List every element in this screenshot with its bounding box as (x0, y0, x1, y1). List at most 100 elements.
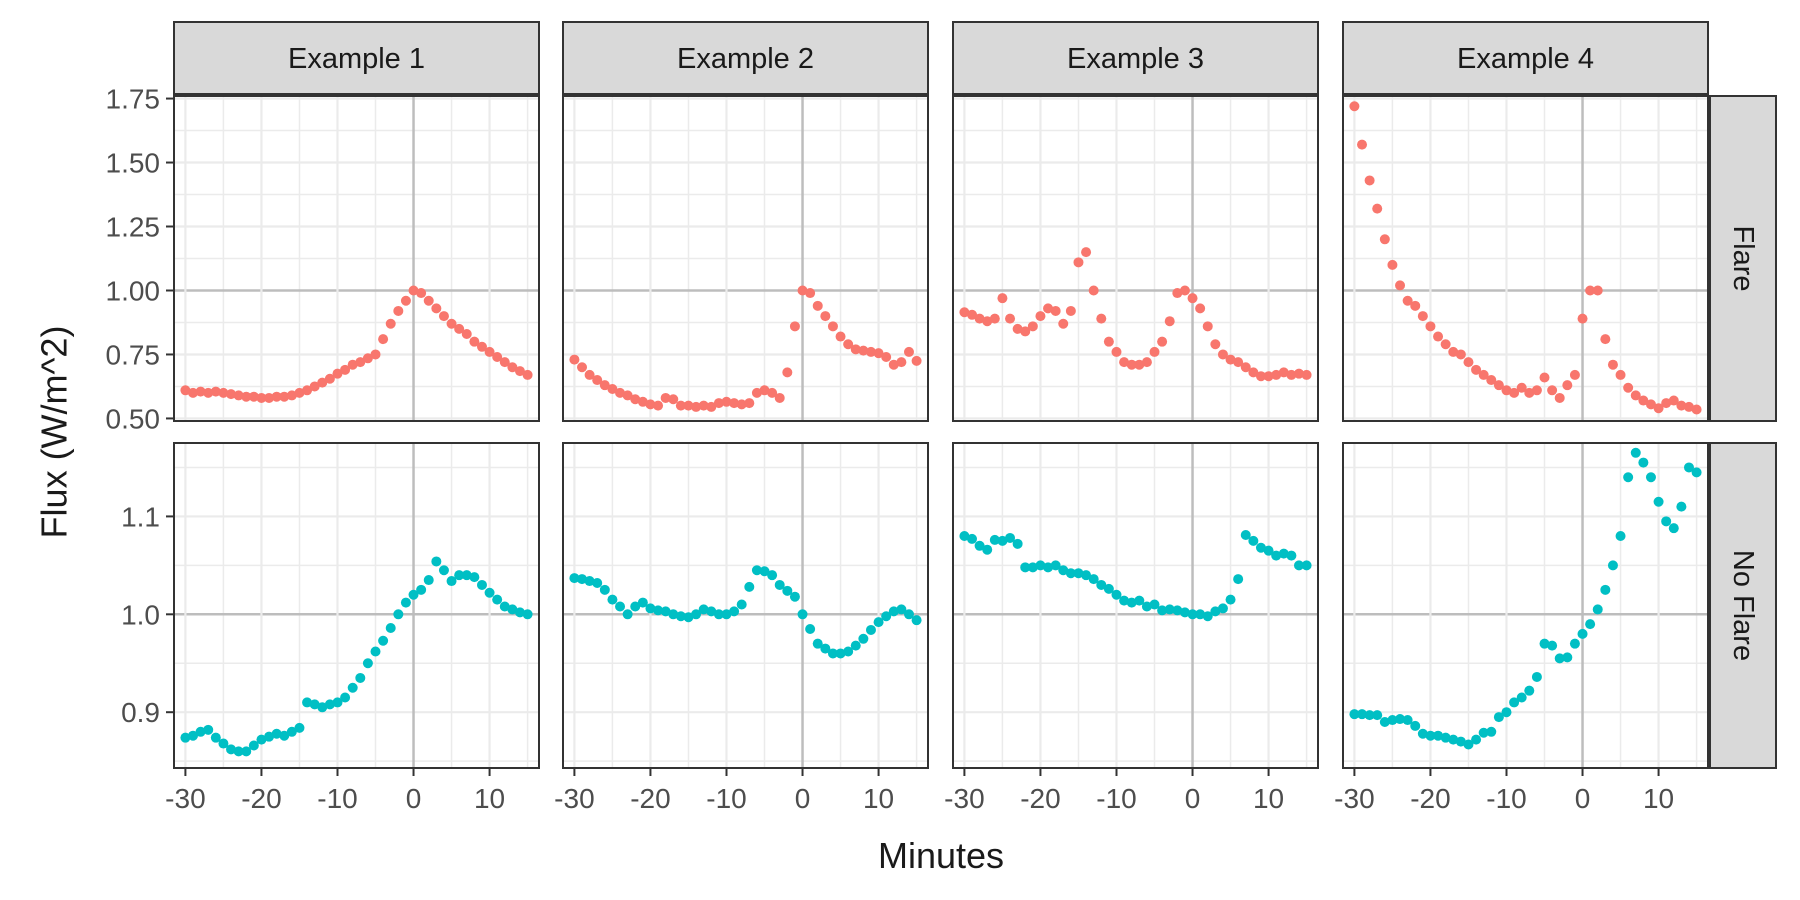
data-point (1164, 604, 1175, 615)
x-tick-label: -10 (317, 783, 357, 814)
data-point (1301, 369, 1312, 380)
data-point (1202, 321, 1213, 332)
data-point (1179, 285, 1190, 296)
data-point (1248, 535, 1259, 546)
data-point (974, 313, 985, 324)
data-point (461, 328, 472, 339)
panel-border (173, 95, 540, 422)
data-point (1195, 609, 1206, 620)
data-point (774, 392, 785, 403)
facet-strip-label: Example 4 (1457, 43, 1594, 75)
data-point (1149, 599, 1160, 610)
data-point (1372, 203, 1383, 214)
data-point (1516, 382, 1527, 393)
data-point (592, 577, 603, 588)
data-point (1255, 371, 1266, 382)
data-point (1440, 339, 1451, 350)
data-point (1524, 685, 1535, 696)
data-point (1661, 516, 1672, 527)
data-point (309, 381, 320, 392)
panel (952, 95, 1319, 422)
data-point (736, 399, 747, 410)
y-axis-title: Flux (W/m^2) (34, 326, 75, 539)
data-point (1577, 313, 1588, 324)
data-point (820, 311, 831, 322)
data-point (584, 369, 595, 380)
data-point (1417, 728, 1428, 739)
data-point (1516, 692, 1527, 703)
data-point (615, 387, 626, 398)
data-point (729, 398, 740, 409)
data-point (233, 746, 244, 757)
data-point (218, 738, 229, 749)
data-point (1638, 457, 1649, 468)
data-point (1554, 392, 1565, 403)
data-point (713, 398, 724, 409)
data-point (569, 573, 580, 584)
data-point (1585, 285, 1596, 296)
data-point (1547, 640, 1558, 651)
x-tick-label: -30 (944, 783, 984, 814)
data-point (1248, 367, 1259, 378)
data-point (1524, 387, 1535, 398)
data-point (989, 313, 1000, 324)
data-point (599, 584, 610, 595)
data-point (1387, 259, 1398, 270)
data-point (446, 318, 457, 329)
data-point (378, 635, 389, 646)
data-point (812, 638, 823, 649)
data-point (706, 606, 717, 617)
data-point (1645, 472, 1656, 483)
data-point (645, 399, 656, 410)
x-tick-label: 10 (1253, 783, 1284, 814)
facet-strip-column (952, 21, 1319, 95)
data-point (1539, 372, 1550, 383)
data-point (279, 391, 290, 402)
data-point (271, 728, 282, 739)
data-point (332, 697, 343, 708)
facet-strip-column (173, 21, 540, 95)
y-tick-label: 0.50 (106, 403, 161, 434)
data-point (1035, 311, 1046, 322)
data-point (974, 540, 985, 551)
data-point (1569, 638, 1580, 649)
data-point (1455, 736, 1466, 747)
x-tick-label: 0 (406, 783, 422, 814)
data-point (476, 579, 487, 590)
data-point (1088, 574, 1099, 585)
data-point (1486, 375, 1497, 386)
data-point (782, 585, 793, 596)
data-point (903, 609, 914, 620)
data-point (1043, 303, 1054, 314)
data-point (1486, 726, 1497, 737)
data-point (1364, 175, 1375, 186)
data-point (1172, 288, 1183, 299)
data-point (438, 565, 449, 576)
data-point (577, 362, 588, 373)
data-point (279, 730, 290, 741)
data-point (180, 732, 191, 743)
data-point (858, 345, 869, 356)
data-point (1096, 579, 1107, 590)
data-point (499, 601, 510, 612)
data-point (1615, 530, 1626, 541)
data-point (1531, 671, 1542, 682)
data-point (1585, 619, 1596, 630)
data-point (1119, 357, 1130, 368)
data-point (896, 357, 907, 368)
data-point (1501, 707, 1512, 718)
y-tick-label: 1.00 (106, 275, 161, 306)
data-point (484, 346, 495, 357)
data-point (599, 380, 610, 391)
data-point (721, 396, 732, 407)
data-point (1012, 323, 1023, 334)
data-point (1387, 715, 1398, 726)
x-tick-label: -20 (241, 783, 281, 814)
data-point (1402, 295, 1413, 306)
y-tick-label: 0.75 (106, 339, 161, 370)
data-point (873, 617, 884, 628)
data-point (400, 295, 411, 306)
data-point (248, 391, 259, 402)
data-point (713, 609, 724, 620)
data-point (1065, 305, 1076, 316)
